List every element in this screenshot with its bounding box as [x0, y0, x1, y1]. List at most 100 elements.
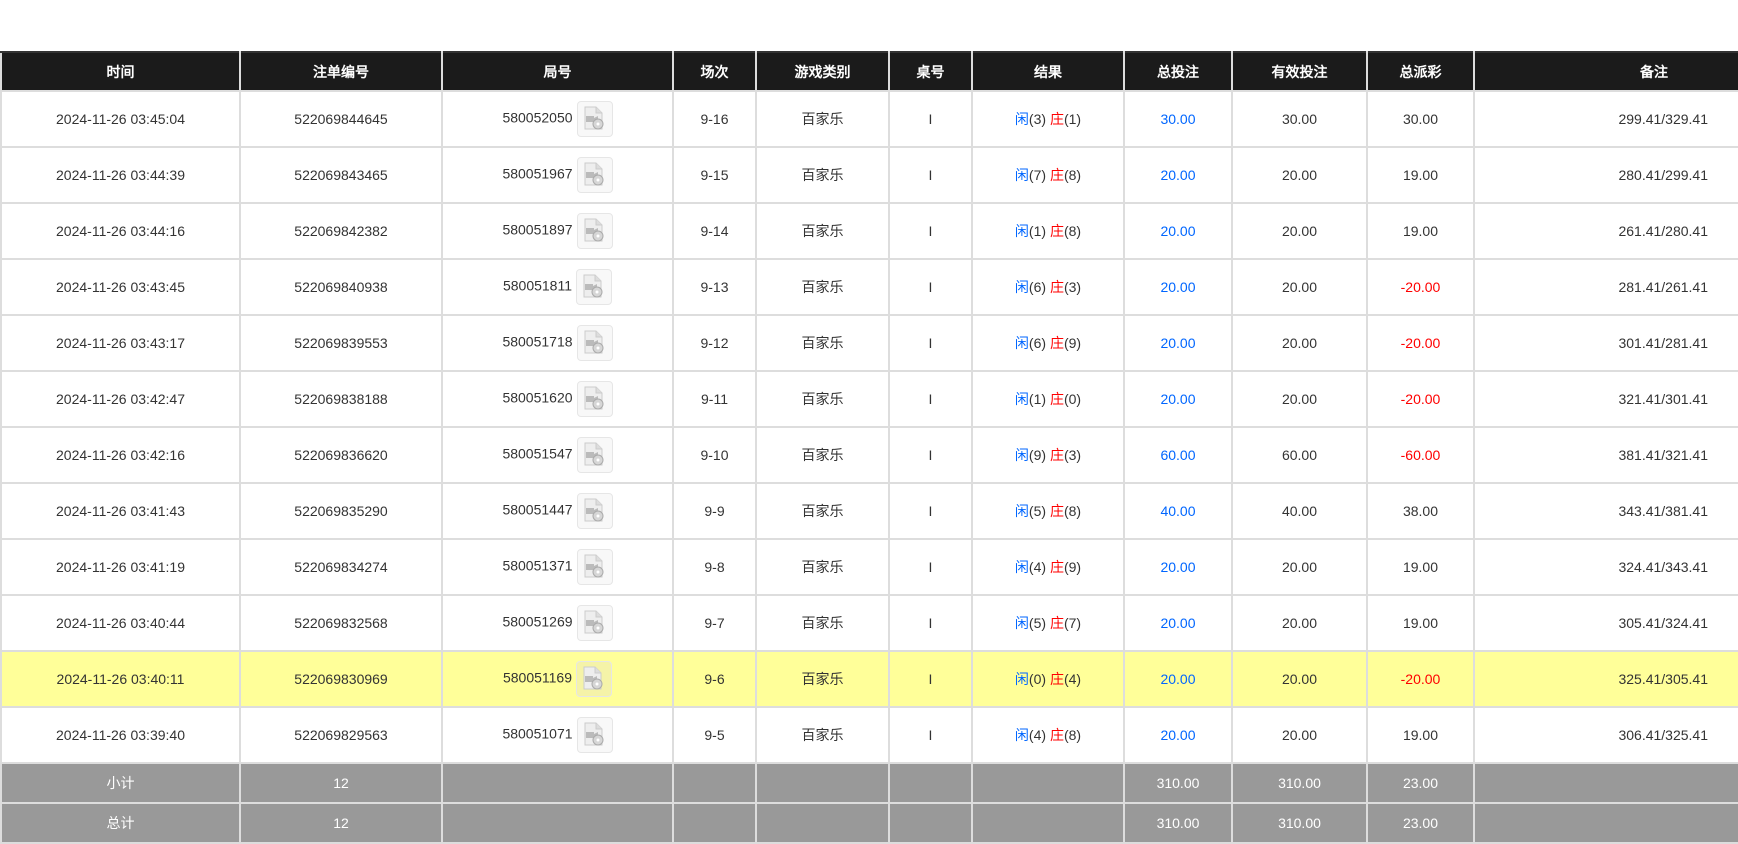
- round-number: 580051547: [502, 445, 573, 462]
- bet-id-cell: 522069839553: [239, 314, 443, 372]
- bet-id-cell: 522069830969: [239, 650, 443, 708]
- banker-score: (4): [1063, 671, 1082, 687]
- player-score: (1): [1028, 391, 1047, 407]
- summary-label: 总计: [0, 802, 241, 844]
- summary-payout: 23.00: [1366, 802, 1475, 844]
- banker-label: 庄: [1049, 279, 1064, 295]
- column-header: 局号: [441, 51, 674, 91]
- player-score: (1): [1028, 223, 1047, 239]
- total-bet-cell: 20.00: [1123, 370, 1233, 428]
- empty-cell: [1473, 802, 1738, 844]
- video-replay-icon[interactable]: [576, 325, 613, 361]
- table-row: 2024-11-26 03:45:04 522069844645 580052050…: [0, 90, 1738, 148]
- player-label: 闲: [1014, 111, 1029, 127]
- column-header: 总派彩: [1366, 51, 1475, 91]
- summary-label: 小计: [0, 762, 241, 804]
- bet-id-cell: 522069842382: [239, 202, 443, 260]
- round-number: 580051269: [502, 613, 573, 630]
- summary-total-bet: 310.00: [1123, 762, 1233, 804]
- banker-label: 庄: [1049, 111, 1064, 127]
- payout-cell: -20.00: [1366, 314, 1475, 372]
- column-header: 总投注: [1123, 51, 1233, 91]
- time-cell: 2024-11-26 03:40:44: [0, 594, 241, 652]
- valid-bet-cell: 20.00: [1231, 594, 1368, 652]
- video-replay-icon[interactable]: [576, 213, 613, 249]
- video-replay-icon[interactable]: [576, 269, 613, 305]
- valid-bet-cell: 20.00: [1231, 258, 1368, 316]
- bet-id-cell: 522069838188: [239, 370, 443, 428]
- column-header: 场次: [672, 51, 757, 91]
- result-cell: 闲(9) 庄(3): [971, 426, 1125, 484]
- round-number: 580051967: [502, 165, 573, 182]
- shoe-cell: 9-14: [672, 202, 757, 260]
- result-cell: 闲(5) 庄(8): [971, 482, 1125, 540]
- table-number-cell: I: [888, 538, 973, 596]
- player-score: (9): [1028, 447, 1047, 463]
- bet-id-cell: 522069843465: [239, 146, 443, 204]
- bet-id-cell: 522069835290: [239, 482, 443, 540]
- shoe-cell: 9-6: [672, 650, 757, 708]
- banker-score: (8): [1063, 503, 1082, 519]
- empty-cell: [755, 802, 890, 844]
- banker-score: (1): [1063, 111, 1082, 127]
- banker-score: (8): [1063, 223, 1082, 239]
- game-type-cell: 百家乐: [755, 258, 890, 316]
- shoe-cell: 9-11: [672, 370, 757, 428]
- banker-label: 庄: [1049, 223, 1064, 239]
- player-score: (0): [1028, 671, 1047, 687]
- empty-cell: [888, 762, 973, 804]
- table-number-cell: I: [888, 706, 973, 764]
- video-replay-icon[interactable]: [576, 157, 613, 193]
- empty-cell: [441, 762, 674, 804]
- video-replay-icon[interactable]: [576, 437, 613, 473]
- summary-valid-bet: 310.00: [1231, 762, 1368, 804]
- time-cell: 2024-11-26 03:39:40: [0, 706, 241, 764]
- total-bet-cell: 20.00: [1123, 314, 1233, 372]
- summary-row: 小计 12 310.00 310.00 23.00: [0, 762, 1738, 804]
- round-cell: 580051967: [441, 146, 674, 204]
- empty-cell: [1473, 762, 1738, 804]
- video-replay-icon[interactable]: [576, 549, 613, 585]
- payout-cell: 38.00: [1366, 482, 1475, 540]
- video-replay-icon[interactable]: [576, 661, 613, 697]
- game-type-cell: 百家乐: [755, 426, 890, 484]
- result-cell: 闲(3) 庄(1): [971, 90, 1125, 148]
- game-type-cell: 百家乐: [755, 202, 890, 260]
- table-row: 2024-11-26 03:44:16 522069842382 580051897…: [0, 202, 1738, 260]
- player-label: 闲: [1014, 503, 1029, 519]
- empty-cell: [441, 802, 674, 844]
- banker-label: 庄: [1049, 167, 1064, 183]
- table-row: 2024-11-26 03:42:47 522069838188 580051620…: [0, 370, 1738, 428]
- video-replay-icon[interactable]: [576, 381, 613, 417]
- summary-row: 总计 12 310.00 310.00 23.00: [0, 802, 1738, 844]
- round-number: 580051620: [502, 389, 573, 406]
- time-cell: 2024-11-26 03:43:17: [0, 314, 241, 372]
- banker-label: 庄: [1049, 335, 1064, 351]
- game-type-cell: 百家乐: [755, 706, 890, 764]
- round-cell: 580051169: [441, 650, 674, 708]
- player-score: (7): [1028, 167, 1047, 183]
- player-label: 闲: [1014, 671, 1029, 687]
- time-cell: 2024-11-26 03:41:19: [0, 538, 241, 596]
- video-replay-icon[interactable]: [576, 101, 613, 137]
- game-type-cell: 百家乐: [755, 482, 890, 540]
- video-replay-icon[interactable]: [576, 493, 613, 529]
- total-bet-cell: 20.00: [1123, 538, 1233, 596]
- result-cell: 闲(7) 庄(8): [971, 146, 1125, 204]
- table-row: 2024-11-26 03:40:11 522069830969 580051169…: [0, 650, 1738, 708]
- table-row: 2024-11-26 03:42:16 522069836620 580051547…: [0, 426, 1738, 484]
- remark-cell: 325.41/305.41: [1473, 650, 1738, 708]
- table-number-cell: I: [888, 650, 973, 708]
- valid-bet-cell: 20.00: [1231, 314, 1368, 372]
- game-type-cell: 百家乐: [755, 146, 890, 204]
- total-bet-cell: 20.00: [1123, 202, 1233, 260]
- result-cell: 闲(1) 庄(8): [971, 202, 1125, 260]
- round-cell: 580051718: [441, 314, 674, 372]
- result-cell: 闲(1) 庄(0): [971, 370, 1125, 428]
- video-replay-icon[interactable]: [576, 717, 613, 753]
- video-replay-icon[interactable]: [576, 605, 613, 641]
- payout-cell: -20.00: [1366, 370, 1475, 428]
- table-number-cell: I: [888, 370, 973, 428]
- summary-count: 12: [239, 762, 443, 804]
- table-number-cell: I: [888, 482, 973, 540]
